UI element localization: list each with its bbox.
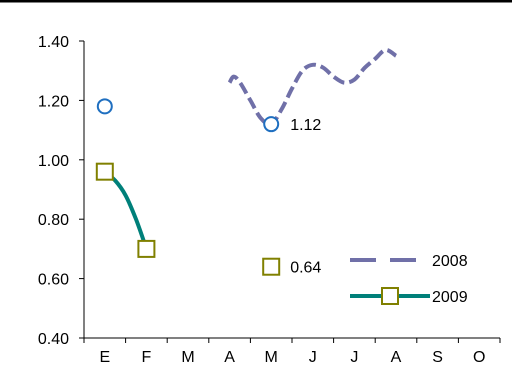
legend-marker-2009 xyxy=(381,287,399,305)
axes xyxy=(79,40,501,343)
marker-2008 xyxy=(96,98,113,115)
legend-label-2009: 2009 xyxy=(432,289,468,306)
series-line-2008 xyxy=(227,47,398,127)
x-tick-label: J xyxy=(309,349,317,366)
data-label: 0.64 xyxy=(290,260,321,277)
series-markers xyxy=(95,98,281,276)
data-label: 1.12 xyxy=(290,117,321,134)
y-tick-label: 1.00 xyxy=(38,153,69,170)
data-labels: 1.12 0.64 xyxy=(290,117,321,277)
series-lines xyxy=(103,47,398,250)
y-tick-label: 1.40 xyxy=(38,34,69,51)
series-line-2009 xyxy=(103,170,149,250)
x-tick-label: F xyxy=(142,349,152,366)
y-tick-label: 0.60 xyxy=(38,272,69,289)
legend: 2008 2009 xyxy=(350,253,468,306)
legend-label-2008: 2008 xyxy=(432,253,468,270)
x-tick-label: M xyxy=(181,349,194,366)
x-tick-label: A xyxy=(224,349,235,366)
y-tick-label: 0.40 xyxy=(38,331,69,348)
x-tick-label: O xyxy=(473,349,485,366)
x-tick-label: A xyxy=(391,349,402,366)
y-tick-label: 1.20 xyxy=(38,93,69,110)
y-tick-labels: 0.40 0.60 0.80 1.00 1.20 1.40 xyxy=(38,34,69,348)
x-tick-label: S xyxy=(432,349,443,366)
x-tick-label: E xyxy=(99,349,110,366)
marker-2009 xyxy=(137,239,156,258)
y-tick-label: 0.80 xyxy=(38,212,69,229)
marker-2009 xyxy=(262,257,281,276)
marker-2009 xyxy=(95,162,114,181)
marker-2008 xyxy=(263,116,280,133)
x-tick-label: M xyxy=(265,349,278,366)
x-tick-label: J xyxy=(350,349,358,366)
